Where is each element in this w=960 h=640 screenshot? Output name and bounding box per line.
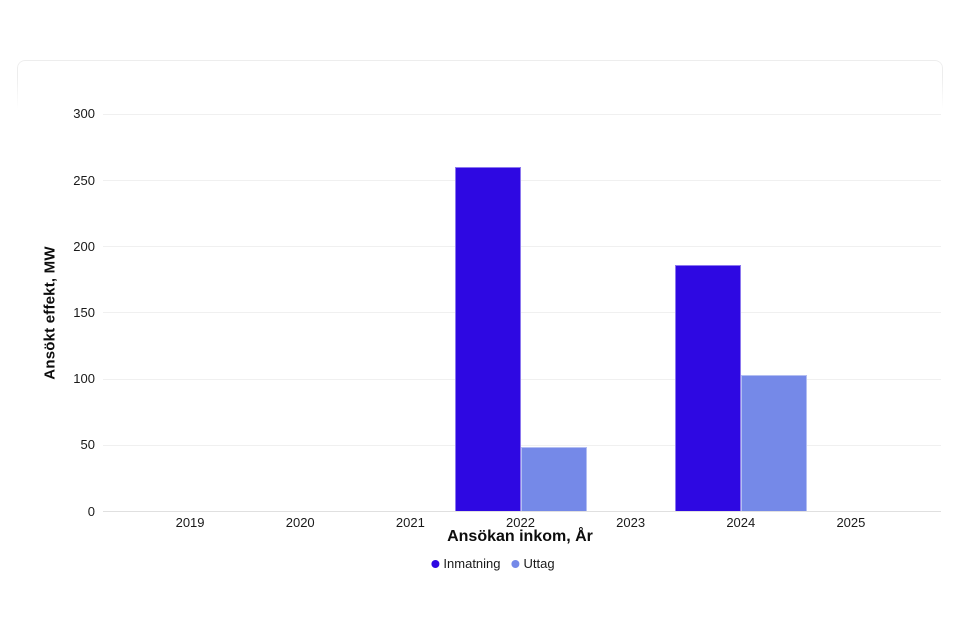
y-tick-label: 300 [73,106,95,122]
legend-item-uttag[interactable]: Uttag [511,556,555,571]
y-axis-title: Ansökt effekt, MW [41,246,59,380]
x-tick-label: 2023 [616,515,646,530]
legend-label-uttag: Uttag [523,556,555,571]
gridline [103,180,941,181]
y-tick-label: 150 [73,304,95,320]
legend: Inmatning Uttag [431,556,555,571]
y-tick-label: 50 [80,437,95,453]
legend-marker-uttag-icon [511,559,520,568]
legend-item-inmatning[interactable]: Inmatning [431,556,501,571]
x-tick-label: 2024 [726,515,756,530]
x-tick-label: 2025 [836,515,866,530]
gridline [103,444,941,446]
legend-marker-inmatning-icon [431,559,440,568]
x-tick-label: 2019 [175,515,205,530]
bar-inmatning-2024[interactable] [674,265,741,512]
y-tick-label: 100 [73,371,95,387]
x-tick-label: 2020 [285,515,315,530]
x-tick-label: 2022 [506,515,535,530]
card-border [17,60,943,109]
gridline [103,113,941,115]
gridline [103,378,941,380]
y-tick-label: 200 [73,238,95,254]
x-axis-title: Ansökan inkom, År [447,528,593,545]
y-tick-label: 0 [87,503,95,519]
bar-uttag-2024[interactable] [740,375,807,512]
gridline [103,246,941,248]
x-axis-line [103,511,941,512]
legend-label-inmatning: Inmatning [443,556,501,571]
y-tick-label: 250 [73,172,95,188]
gridline [103,312,941,314]
x-tick-label: 2021 [395,515,425,530]
bar-inmatning-2022[interactable] [454,167,521,512]
bar-uttag-2022[interactable] [520,446,587,512]
